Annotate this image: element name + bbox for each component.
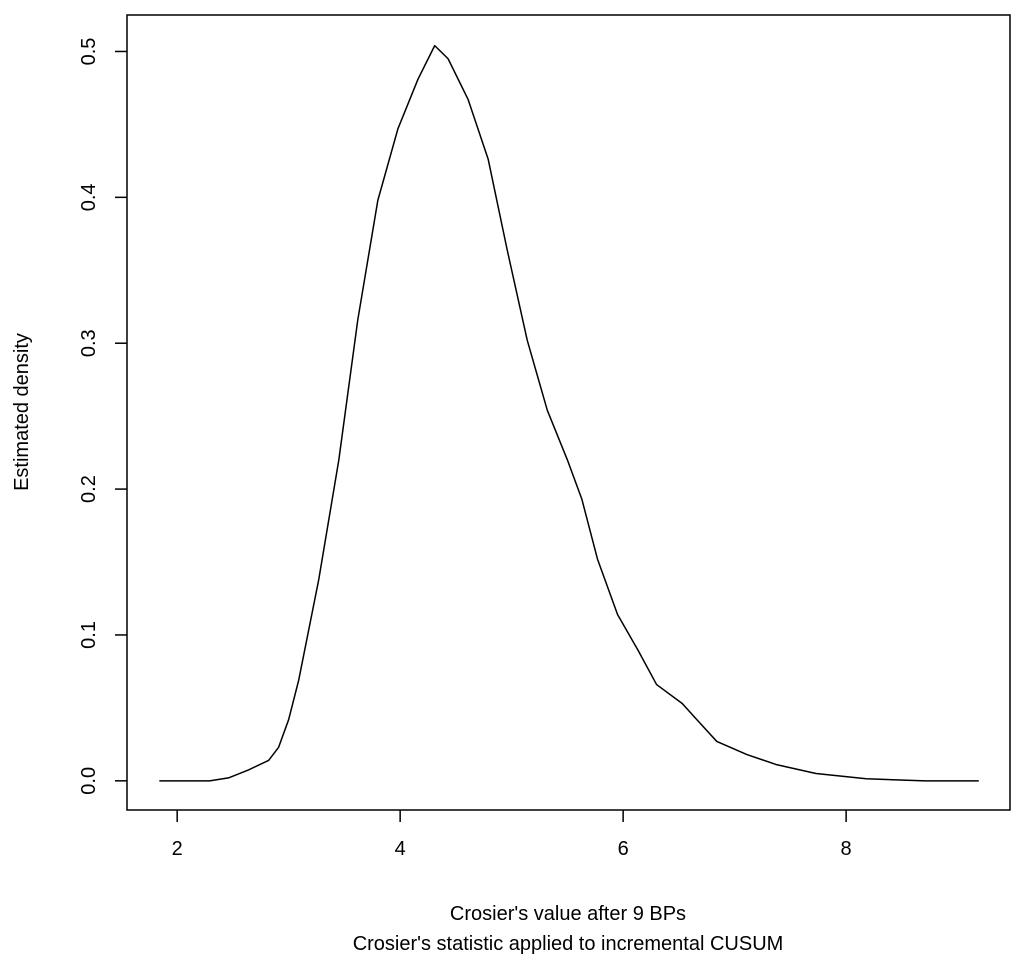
- density-line: [159, 44, 979, 782]
- x-axis-label: Crosier's value after 9 BPs: [450, 903, 686, 925]
- y-tick-label: 0.1: [78, 621, 100, 649]
- subtitle: Crosier's statistic applied to increment…: [353, 933, 784, 955]
- y-tick-label: 0.0: [78, 767, 100, 795]
- y-tick-label: 0.3: [78, 329, 100, 357]
- plot-frame: [126, 14, 1011, 811]
- y-axis-label: Estimated density: [11, 333, 33, 491]
- y-tick-label: 0.5: [78, 38, 100, 66]
- y-tick-label: 0.4: [78, 183, 100, 211]
- x-tick-label: 4: [395, 838, 406, 860]
- x-tick-label: 8: [841, 838, 852, 860]
- x-tick-label: 6: [618, 838, 629, 860]
- x-tick-label: 2: [172, 838, 183, 860]
- y-tick-label: 0.2: [78, 475, 100, 503]
